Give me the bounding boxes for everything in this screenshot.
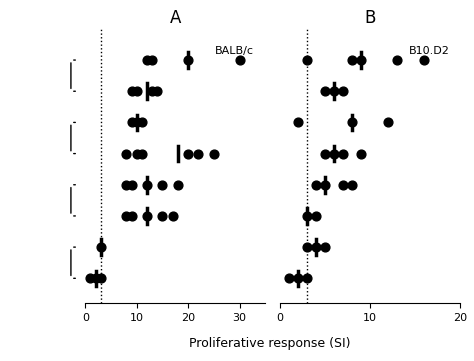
Point xyxy=(123,182,130,188)
Point xyxy=(210,151,218,156)
Point xyxy=(154,88,161,94)
Point xyxy=(312,182,319,188)
Text: BALB/c: BALB/c xyxy=(215,46,254,56)
Point xyxy=(285,275,292,281)
Title: A: A xyxy=(170,9,181,27)
Point xyxy=(123,213,130,219)
Point xyxy=(384,119,392,125)
Point xyxy=(294,119,301,125)
Point xyxy=(148,88,156,94)
Point xyxy=(133,88,141,94)
Point xyxy=(195,151,202,156)
Point xyxy=(348,182,356,188)
Point xyxy=(184,151,192,156)
Point xyxy=(128,213,136,219)
Point xyxy=(294,275,301,281)
Point xyxy=(123,151,130,156)
Point xyxy=(339,151,346,156)
Point xyxy=(174,182,182,188)
Point xyxy=(159,182,166,188)
Point xyxy=(159,213,166,219)
Point xyxy=(143,57,151,63)
Point xyxy=(348,57,356,63)
Point xyxy=(303,244,310,250)
Point xyxy=(133,119,141,125)
Point xyxy=(92,275,100,281)
Point xyxy=(312,213,319,219)
Point xyxy=(321,182,328,188)
Point xyxy=(169,213,176,219)
Point xyxy=(236,57,244,63)
Point xyxy=(330,151,337,156)
Point xyxy=(143,213,151,219)
Point xyxy=(348,119,356,125)
Point xyxy=(128,182,136,188)
Point xyxy=(357,57,365,63)
Point xyxy=(133,151,141,156)
Point xyxy=(303,57,310,63)
Point xyxy=(303,213,310,219)
Point xyxy=(303,275,310,281)
Point xyxy=(97,244,105,250)
Point xyxy=(138,151,146,156)
Point xyxy=(97,275,105,281)
Point xyxy=(143,182,151,188)
Point xyxy=(138,119,146,125)
Point xyxy=(148,57,156,63)
Point xyxy=(128,88,136,94)
Point xyxy=(339,182,346,188)
Text: Proliferative response (SI): Proliferative response (SI) xyxy=(190,337,351,350)
Title: B: B xyxy=(364,9,375,27)
Point xyxy=(184,57,192,63)
Point xyxy=(339,88,346,94)
Point xyxy=(321,151,328,156)
Point xyxy=(357,151,365,156)
Point xyxy=(128,119,136,125)
Point xyxy=(321,244,328,250)
Point xyxy=(420,57,428,63)
Point xyxy=(87,275,94,281)
Point xyxy=(321,88,328,94)
Point xyxy=(312,244,319,250)
Text: B10.D2: B10.D2 xyxy=(410,46,450,56)
Point xyxy=(330,88,337,94)
Point xyxy=(393,57,401,63)
